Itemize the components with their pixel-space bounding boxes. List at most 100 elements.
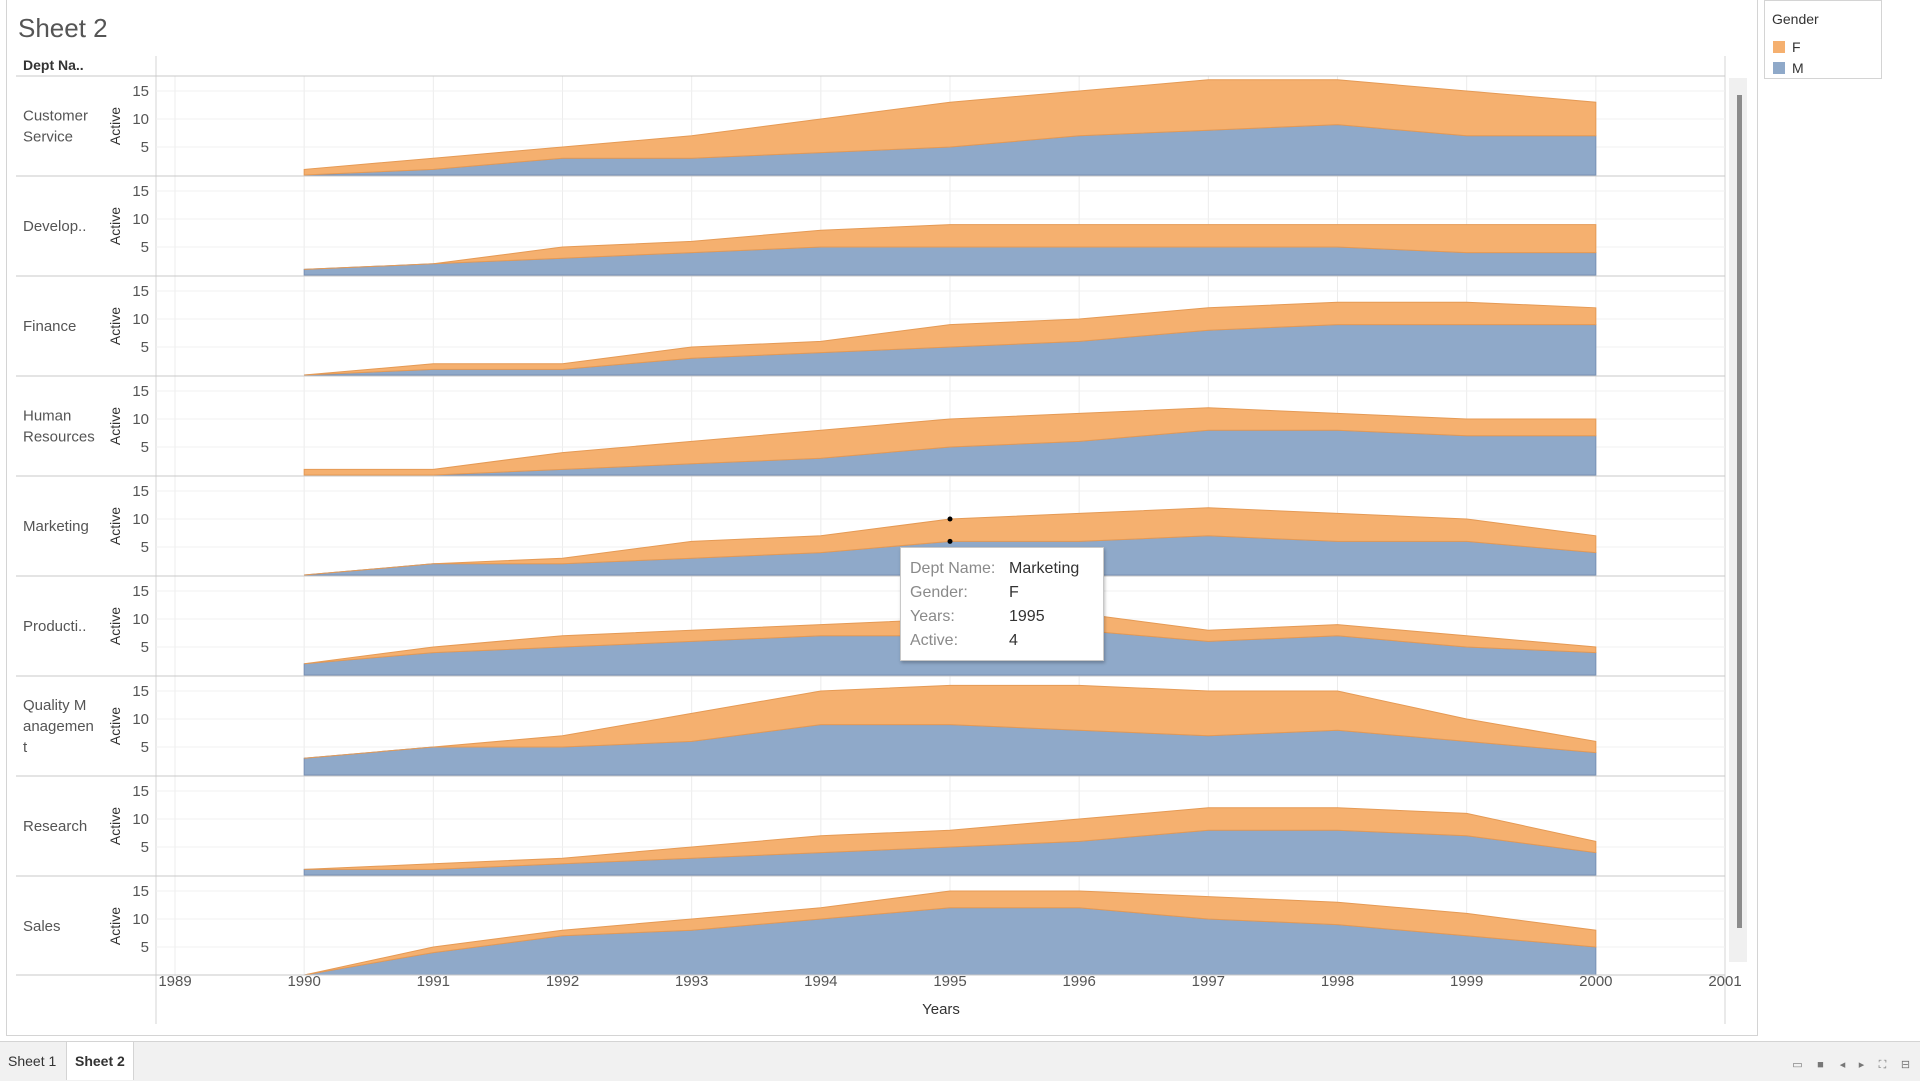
sheet-title: Sheet 2 bbox=[18, 13, 108, 43]
dept-label: Quality M bbox=[23, 697, 86, 714]
y-tick-label: 5 bbox=[141, 739, 149, 756]
area-f-8 bbox=[304, 890, 1597, 976]
y-axis-title: Active bbox=[107, 707, 123, 745]
y-tick-label: 15 bbox=[132, 283, 149, 300]
next-sheet-icon[interactable]: ▸ bbox=[1858, 1059, 1865, 1071]
legend-label-f: F bbox=[1792, 39, 1801, 55]
y-axis-title: Active bbox=[107, 307, 123, 345]
tooltip-key: Dept Name: bbox=[910, 560, 996, 577]
y-axis-title: Active bbox=[107, 107, 123, 145]
y-axis-title: Active bbox=[107, 607, 123, 645]
y-tick-label: 10 bbox=[132, 411, 149, 428]
y-tick-label: 5 bbox=[141, 339, 149, 356]
y-tick-label: 15 bbox=[132, 83, 149, 100]
x-tick-label: 1994 bbox=[804, 973, 837, 990]
y-tick-label: 10 bbox=[132, 311, 149, 328]
y-tick-label: 10 bbox=[132, 511, 149, 528]
dept-label: Marketing bbox=[23, 518, 89, 535]
gender-legend: Gender F M bbox=[1764, 0, 1882, 79]
y-tick-label: 10 bbox=[132, 811, 149, 828]
x-tick-label: 1990 bbox=[287, 973, 320, 990]
y-tick-label: 10 bbox=[132, 211, 149, 228]
presentation-icon[interactable]: ⊟ bbox=[1900, 1059, 1911, 1071]
tooltip-row-gender: Gender: F bbox=[910, 584, 1019, 604]
tooltip-row-active: Active: 4 bbox=[910, 632, 1018, 652]
y-axis-title: Active bbox=[107, 407, 123, 445]
area-f-7 bbox=[304, 807, 1597, 870]
tooltip: Dept Name: Marketing Gender: F Years: 19… bbox=[900, 547, 1104, 661]
y-tick-label: 15 bbox=[132, 583, 149, 600]
dept-label: anagemen bbox=[23, 718, 94, 735]
show-tabs-icon[interactable]: ■ bbox=[1817, 1059, 1824, 1071]
x-tick-label: 1998 bbox=[1321, 973, 1354, 990]
tooltip-row-years: Years: 1995 bbox=[910, 608, 1045, 628]
area-chart[interactable]: 5 10 15 Active Customer Service 5 10 15 Active Dev… bbox=[0, 0, 1760, 1040]
y-tick-label: 5 bbox=[141, 839, 149, 856]
y-axis-title: Active bbox=[107, 507, 123, 545]
y-tick-label: 10 bbox=[132, 911, 149, 928]
x-tick-label: 1989 bbox=[158, 973, 191, 990]
y-tick-label: 15 bbox=[132, 783, 149, 800]
area-f-6 bbox=[304, 684, 1597, 759]
tooltip-value: 1995 bbox=[1009, 608, 1045, 625]
area-f-2 bbox=[304, 301, 1597, 376]
tooltip-key: Active: bbox=[910, 632, 959, 649]
legend-title: Gender bbox=[1772, 11, 1819, 27]
tooltip-value: Marketing bbox=[1009, 560, 1080, 577]
x-tick-label: 1999 bbox=[1450, 973, 1483, 990]
legend-label-m: M bbox=[1792, 60, 1804, 76]
dept-label: Sales bbox=[23, 918, 61, 935]
x-tick-label: 1992 bbox=[546, 973, 579, 990]
tab-sheet-1[interactable]: Sheet 1 bbox=[8, 1053, 57, 1069]
y-axis-title: Active bbox=[107, 907, 123, 945]
fullscreen-icon[interactable]: ⛶ bbox=[1878, 1059, 1887, 1071]
tab-sheet-2[interactable]: Sheet 2 bbox=[66, 1042, 134, 1080]
scrollbar-thumb[interactable] bbox=[1737, 95, 1742, 928]
dept-label: Producti.. bbox=[23, 618, 86, 635]
tooltip-key: Gender: bbox=[910, 584, 968, 601]
legend-swatch-m bbox=[1773, 62, 1785, 74]
x-tick-label: 1991 bbox=[417, 973, 450, 990]
area-f-1 bbox=[304, 224, 1597, 270]
y-tick-label: 5 bbox=[141, 539, 149, 556]
x-tick-label: 1996 bbox=[1062, 973, 1095, 990]
y-tick-label: 10 bbox=[132, 111, 149, 128]
area-f-0 bbox=[303, 79, 1597, 176]
x-tick-label: 1997 bbox=[1192, 973, 1225, 990]
y-tick-label: 10 bbox=[132, 611, 149, 628]
legend-swatch-f bbox=[1773, 41, 1785, 53]
legend-item-m[interactable]: M bbox=[1773, 59, 1804, 77]
y-tick-label: 15 bbox=[132, 383, 149, 400]
tooltip-value: 4 bbox=[1009, 632, 1018, 649]
legend-item-f[interactable]: F bbox=[1773, 38, 1801, 56]
x-tick-label: 1995 bbox=[933, 973, 966, 990]
y-tick-label: 5 bbox=[141, 939, 149, 956]
dept-label: Finance bbox=[23, 318, 76, 335]
y-tick-label: 10 bbox=[132, 711, 149, 728]
show-filmstrip-icon[interactable]: ▭ bbox=[1792, 1059, 1803, 1071]
dept-label: Develop.. bbox=[23, 218, 86, 235]
x-axis-title: Years bbox=[922, 1001, 960, 1018]
y-tick-label: 15 bbox=[132, 483, 149, 500]
y-axis-title: Active bbox=[107, 807, 123, 845]
dept-label: Service bbox=[23, 129, 73, 146]
tooltip-value: F bbox=[1009, 584, 1019, 601]
dept-name-header[interactable]: Dept Na.. bbox=[23, 57, 84, 73]
dept-label: t bbox=[23, 739, 28, 756]
sheet-tab-bar: Sheet 1 Sheet 2 bbox=[0, 1041, 1920, 1081]
y-tick-label: 5 bbox=[141, 139, 149, 156]
prev-sheet-icon[interactable]: ◂ bbox=[1839, 1059, 1846, 1071]
dept-label: Resources bbox=[23, 429, 95, 446]
y-tick-label: 5 bbox=[141, 239, 149, 256]
tooltip-key: Years: bbox=[910, 608, 955, 625]
y-tick-label: 15 bbox=[132, 183, 149, 200]
dept-label: Customer bbox=[23, 108, 88, 125]
area-f-3 bbox=[303, 407, 1597, 476]
y-tick-label: 5 bbox=[141, 439, 149, 456]
x-tick-label: 2000 bbox=[1579, 973, 1612, 990]
x-tick-label: 2001 bbox=[1708, 973, 1741, 990]
y-tick-label: 5 bbox=[141, 639, 149, 656]
highlight-marker bbox=[947, 516, 953, 522]
y-axis-title: Active bbox=[107, 207, 123, 245]
y-tick-label: 15 bbox=[132, 683, 149, 700]
